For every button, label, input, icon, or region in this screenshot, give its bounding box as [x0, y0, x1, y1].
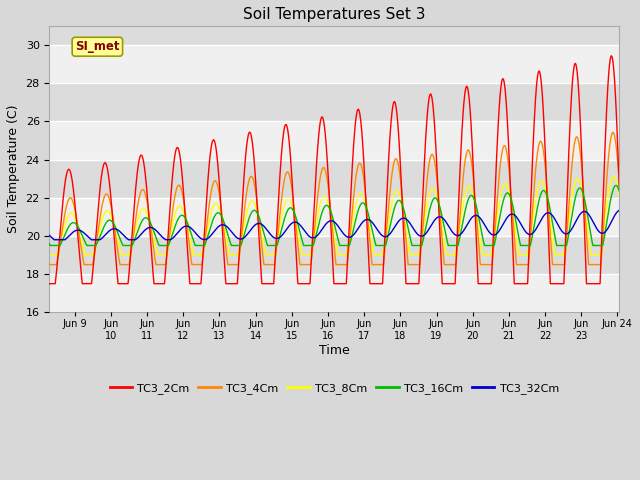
Bar: [49, 45, 619, 83]
Y-axis label: Soil Temperature (C): Soil Temperature (C): [7, 105, 20, 233]
X-axis label: Time: Time: [319, 344, 349, 357]
Bar: [49, 121, 619, 159]
Bar: [49, 274, 619, 312]
Bar: [49, 198, 619, 236]
Legend: TC3_2Cm, TC3_4Cm, TC3_8Cm, TC3_16Cm, TC3_32Cm: TC3_2Cm, TC3_4Cm, TC3_8Cm, TC3_16Cm, TC3…: [105, 379, 564, 398]
Title: Soil Temperatures Set 3: Soil Temperatures Set 3: [243, 7, 426, 22]
Text: SI_met: SI_met: [75, 40, 120, 53]
